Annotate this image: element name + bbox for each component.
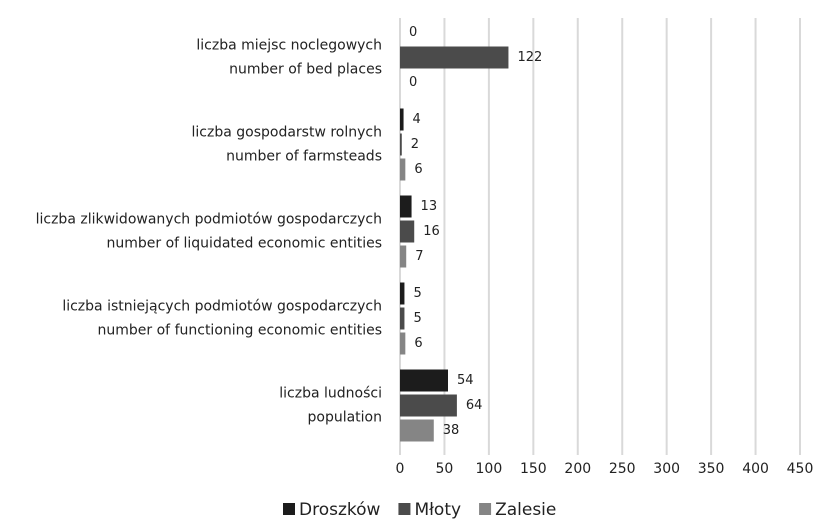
value-label: 16 <box>423 224 440 239</box>
legend-swatch <box>398 503 411 515</box>
value-label: 0 <box>409 75 417 90</box>
x-tick-label: 350 <box>698 461 725 477</box>
category-label: number of bed places <box>229 62 382 78</box>
category-label: number of farmsteads <box>226 149 382 165</box>
category-label: number of liquidated economic entities <box>106 236 382 252</box>
value-label: 4 <box>413 112 421 127</box>
category-label: liczba ludności <box>279 386 382 402</box>
x-tick-label: 250 <box>609 461 636 477</box>
bar <box>400 158 406 181</box>
category-label: population <box>308 410 383 426</box>
legend-label: Zalesie <box>495 500 556 519</box>
legend-label: Młoty <box>414 500 461 519</box>
bar <box>400 133 402 156</box>
bar <box>400 282 405 305</box>
x-tick-label: 50 <box>436 461 454 477</box>
value-label: 6 <box>414 162 422 177</box>
value-label: 13 <box>421 199 438 214</box>
category-label: liczba istniejących podmiotów gospodarcz… <box>62 299 382 315</box>
value-label: 2 <box>411 137 419 152</box>
bar <box>400 220 415 243</box>
bar <box>400 394 457 417</box>
category-label: liczba gospodarstw rolnych <box>192 125 382 141</box>
x-tick-label: 0 <box>396 461 405 477</box>
value-label: 5 <box>413 286 421 301</box>
legend-label: Droszków <box>299 500 381 519</box>
x-tick-label: 100 <box>476 461 503 477</box>
x-tick-label: 200 <box>564 461 591 477</box>
legend-swatch <box>283 503 295 515</box>
value-label: 122 <box>517 50 542 65</box>
x-tick-label: 150 <box>520 461 547 477</box>
category-label: number of functioning economic entities <box>98 323 382 339</box>
bar <box>400 419 434 442</box>
bar <box>400 195 412 218</box>
value-label: 6 <box>414 336 422 351</box>
category-label: liczba miejsc noclegowych <box>196 38 382 54</box>
value-label: 5 <box>413 311 421 326</box>
bar <box>400 108 404 131</box>
category-label: liczba zlikwidowanych podmiotów gospodar… <box>36 212 382 228</box>
value-label: 7 <box>415 249 423 264</box>
legend-swatch <box>479 503 492 515</box>
bar <box>400 46 509 69</box>
bar <box>400 369 448 392</box>
x-tick-label: 450 <box>787 461 814 477</box>
bar <box>400 307 405 330</box>
bar <box>400 332 406 355</box>
x-tick-label: 400 <box>742 461 769 477</box>
value-label: 54 <box>457 373 474 388</box>
value-label: 38 <box>443 423 460 438</box>
value-label: 0 <box>409 25 417 40</box>
value-label: 64 <box>466 398 483 413</box>
bar <box>400 245 407 268</box>
x-tick-label: 300 <box>653 461 680 477</box>
